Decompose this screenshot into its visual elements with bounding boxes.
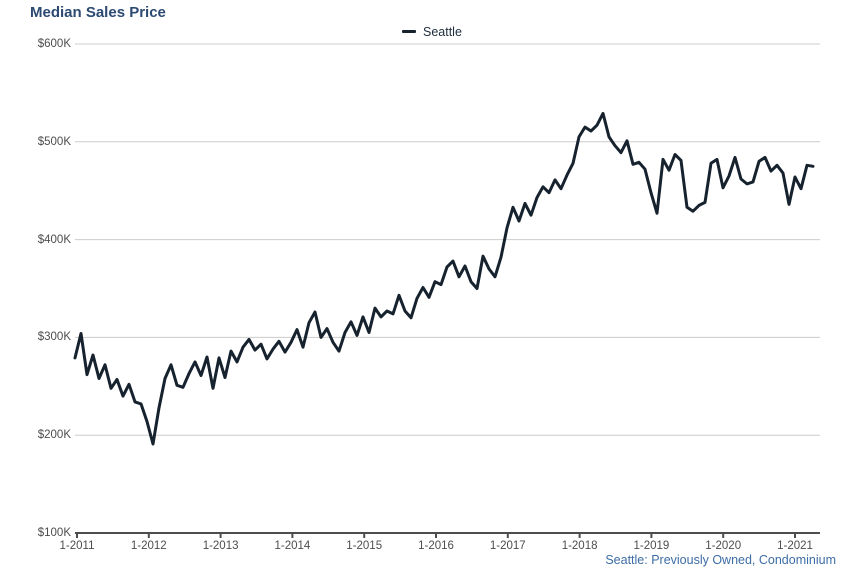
x-tick-label: 1-2018 xyxy=(561,540,598,552)
x-tick-label: 1-2021 xyxy=(777,540,813,552)
y-tick-label: $500K xyxy=(37,135,71,148)
x-tick-label: 1-2012 xyxy=(130,540,167,552)
x-tick-label: 1-2020 xyxy=(705,540,742,552)
x-tick-label: 1-2019 xyxy=(633,540,670,552)
x-tick-label: 1-2014 xyxy=(274,540,311,552)
legend-item-seattle[interactable]: Seattle xyxy=(423,24,462,39)
y-tick-label: $300K xyxy=(37,331,71,344)
legend: Seattle xyxy=(402,24,462,39)
chart-title: Median Sales Price xyxy=(30,4,166,21)
y-tick-label: $400K xyxy=(37,233,71,246)
x-tick-label: 1-2017 xyxy=(489,540,526,552)
y-tick-label: $100K xyxy=(37,527,71,539)
y-tick-label: $600K xyxy=(37,38,71,50)
x-tick-label: 1-2013 xyxy=(202,540,239,552)
x-tick-label: 1-2015 xyxy=(346,540,383,552)
series-line-seattle xyxy=(73,111,815,446)
legend-line-swatch-icon xyxy=(402,29,416,34)
x-tick-label: 1-2016 xyxy=(418,540,454,552)
y-tick-label: $200K xyxy=(37,429,71,442)
source-note: Seattle: Previously Owned, Condominium xyxy=(605,553,836,567)
x-tick-label: 1-2011 xyxy=(59,540,95,552)
